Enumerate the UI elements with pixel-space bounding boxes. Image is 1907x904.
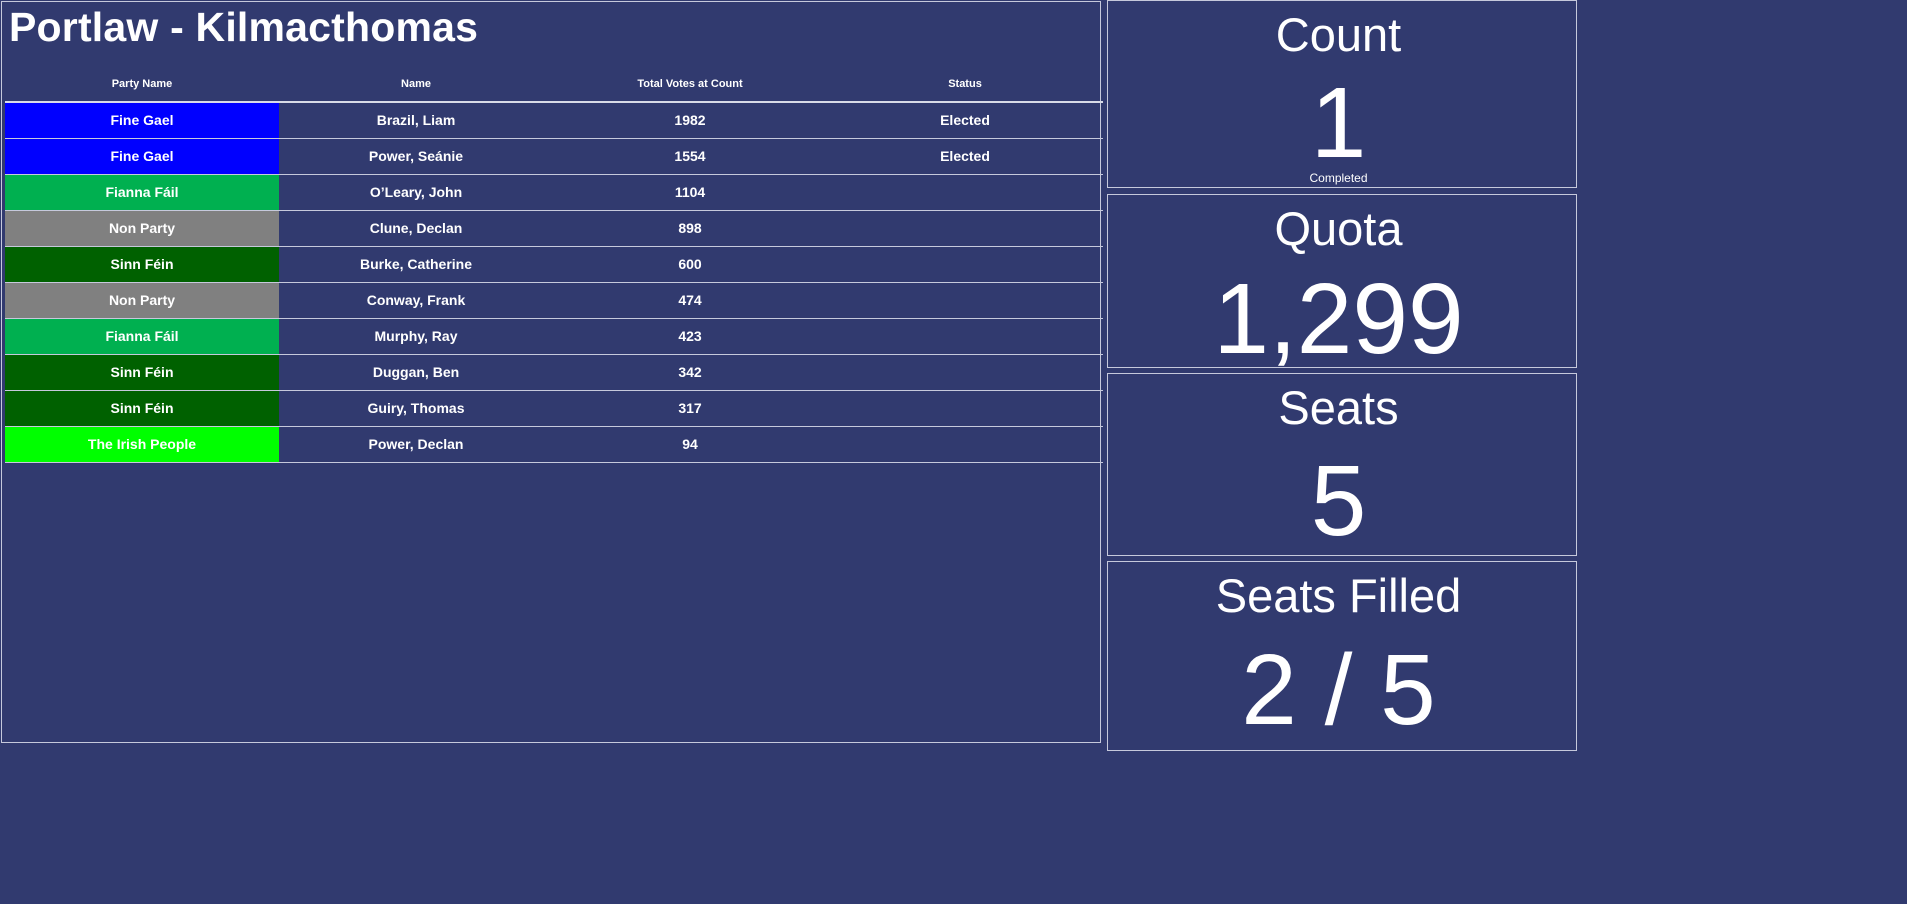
constituency-title: Portlaw - Kilmacthomas (9, 4, 479, 50)
party-cell: Sinn Féin (5, 354, 279, 391)
header-name: Name (279, 66, 553, 103)
count-box: Count 1 Completed (1107, 0, 1577, 188)
table-row: Fine Gael Power, Seánie 1554 Elected (5, 138, 1103, 175)
candidate-name-cell: O’Leary, John (279, 174, 553, 211)
table-header-row: Party Name Name Total Votes at Count Sta… (5, 66, 1103, 103)
count-status: Completed (1309, 171, 1368, 185)
candidate-name-cell: Duggan, Ben (279, 354, 553, 391)
votes-cell: 1554 (553, 138, 827, 175)
seats-filled-value: 2 / 5 (1241, 634, 1436, 746)
party-cell: Sinn Féin (5, 246, 279, 283)
votes-cell: 423 (553, 318, 827, 355)
table-row: Non Party Clune, Declan 898 (5, 210, 1103, 247)
candidate-name-cell: Murphy, Ray (279, 318, 553, 355)
candidate-name-cell: Burke, Catherine (279, 246, 553, 283)
party-cell: Fianna Fáil (5, 174, 279, 211)
party-cell: Sinn Féin (5, 390, 279, 427)
seats-label: Seats (1278, 381, 1399, 434)
stats-panel: Count 1 Completed Quota 1,299 Seats 5 Se… (1107, 0, 1577, 751)
votes-cell: 1104 (553, 174, 827, 211)
candidate-name-cell: Brazil, Liam (279, 102, 553, 139)
party-cell: Fianna Fáil (5, 318, 279, 355)
votes-cell: 1982 (553, 102, 827, 139)
results-table-body: Fine Gael Brazil, Liam 1982 Elected Fine Gae… (5, 102, 1103, 463)
party-cell: Fine Gael (5, 138, 279, 175)
results-table: Party Name Name Total Votes at Count Sta… (5, 66, 1103, 463)
party-cell: The Irish People (5, 426, 279, 463)
table-row: The Irish People Power, Declan 94 (5, 426, 1103, 463)
votes-cell: 342 (553, 354, 827, 391)
votes-cell: 600 (553, 246, 827, 283)
party-cell: Non Party (5, 210, 279, 247)
party-cell: Non Party (5, 282, 279, 319)
votes-cell: 474 (553, 282, 827, 319)
table-row: Sinn Féin Burke, Catherine 600 (5, 246, 1103, 283)
candidate-name-cell: Power, Declan (279, 426, 553, 463)
candidate-name-cell: Clune, Declan (279, 210, 553, 247)
quota-label: Quota (1274, 202, 1403, 255)
seats-box: Seats 5 (1107, 373, 1577, 556)
count-label: Count (1275, 8, 1402, 61)
table-row: Non Party Conway, Frank 474 (5, 282, 1103, 319)
votes-cell: 898 (553, 210, 827, 247)
votes-cell: 317 (553, 390, 827, 427)
status-cell (827, 390, 1103, 427)
table-row: Fine Gael Brazil, Liam 1982 Elected (5, 102, 1103, 139)
status-cell (827, 246, 1103, 283)
status-cell: Elected (827, 138, 1103, 175)
candidate-name-cell: Conway, Frank (279, 282, 553, 319)
table-row: Sinn Féin Guiry, Thomas 317 (5, 390, 1103, 427)
status-cell (827, 354, 1103, 391)
results-panel: Portlaw - Kilmacthomas Party Name Name T… (1, 1, 1103, 743)
candidate-name-cell: Guiry, Thomas (279, 390, 553, 427)
party-cell: Fine Gael (5, 102, 279, 139)
seats-filled-box: Seats Filled 2 / 5 (1107, 561, 1577, 751)
status-cell (827, 210, 1103, 247)
header-status: Status (827, 66, 1103, 103)
quota-value: 1,299 (1213, 263, 1464, 368)
header-party-name: Party Name (5, 66, 279, 103)
quota-box: Quota 1,299 (1107, 194, 1577, 368)
table-row: Sinn Féin Duggan, Ben 342 (5, 354, 1103, 391)
seats-value: 5 (1310, 445, 1367, 556)
status-cell (827, 318, 1103, 355)
votes-cell: 94 (553, 426, 827, 463)
table-row: Fianna Fáil O’Leary, John 1104 (5, 174, 1103, 211)
count-value: 1 (1310, 67, 1367, 179)
status-cell: Elected (827, 102, 1103, 139)
header-total-votes: Total Votes at Count (553, 66, 827, 103)
status-cell (827, 282, 1103, 319)
table-row: Fianna Fáil Murphy, Ray 423 (5, 318, 1103, 355)
status-cell (827, 174, 1103, 211)
seats-filled-label: Seats Filled (1215, 569, 1462, 622)
status-cell (827, 426, 1103, 463)
candidate-name-cell: Power, Seánie (279, 138, 553, 175)
